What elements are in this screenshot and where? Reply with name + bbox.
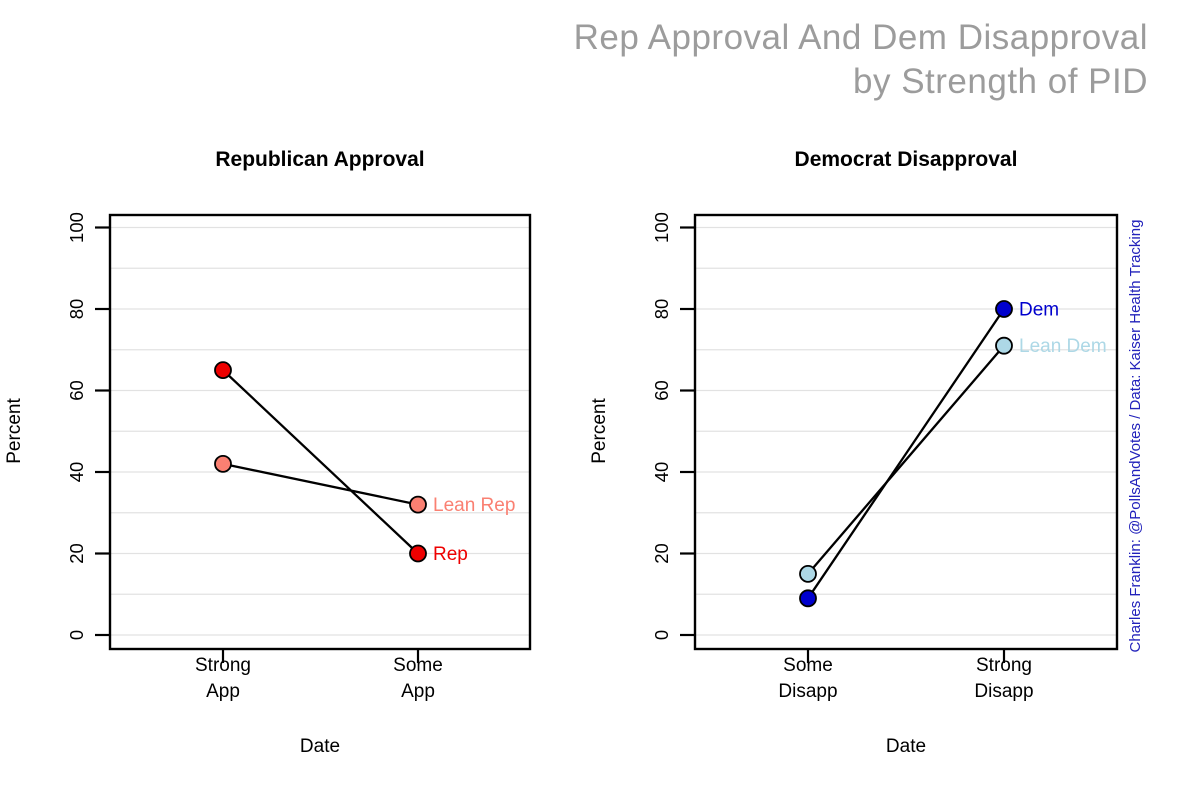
data-point-marker — [214, 454, 232, 473]
series-line — [221, 462, 420, 506]
panel1-title: Republican Approval — [215, 148, 425, 171]
data-point-marker — [995, 336, 1013, 355]
y-tick-label: 40 — [651, 462, 672, 483]
data-point-marker — [799, 564, 817, 583]
y-tick-label: 40 — [66, 462, 87, 483]
main-title-line2: by Strength of PID — [853, 62, 1148, 101]
series-end-label: Dem — [1019, 300, 1059, 321]
x-tick-label: Strong — [976, 655, 1032, 676]
x-tick-label: Disapp — [778, 681, 837, 702]
y-tick-label: 100 — [651, 212, 672, 243]
y-tick-label: 80 — [66, 299, 87, 320]
x-tick-label: App — [401, 681, 435, 702]
x-tick-label: App — [206, 681, 240, 702]
y-tick-label: 20 — [651, 543, 672, 564]
y-tick-label: 0 — [66, 630, 87, 640]
y-tick-label: 100 — [66, 212, 87, 243]
y-tick-label: 60 — [651, 380, 672, 401]
plot-box — [693, 213, 1119, 651]
main-title-line1: Rep Approval And Dem Disapproval — [573, 18, 1148, 57]
series-end-label: Lean Dem — [1019, 336, 1107, 357]
series-end-label: Lean Rep — [433, 495, 515, 516]
y-tick-label: 0 — [651, 630, 672, 640]
series-line — [806, 307, 1006, 600]
y-tick-label: 80 — [651, 299, 672, 320]
x-tick-label: Some — [393, 655, 443, 676]
panel2-x-axis-label: Date — [885, 736, 927, 757]
series-line — [806, 344, 1006, 576]
plot-box — [108, 213, 532, 651]
x-tick-label: Disapp — [974, 681, 1033, 702]
panel1-x-axis-label: Date — [299, 736, 341, 757]
x-tick-label: Strong — [195, 655, 251, 676]
x-tick-label: Some — [783, 655, 833, 676]
data-point-marker — [409, 544, 427, 563]
series-line — [221, 368, 420, 555]
y-tick-label: 20 — [66, 543, 87, 564]
y-tick-label: 60 — [66, 380, 87, 401]
data-point-marker — [409, 495, 427, 514]
data-point-marker — [214, 361, 232, 380]
data-point-marker — [995, 300, 1013, 318]
series-end-label: Rep — [433, 544, 468, 565]
panel2-title: Democrat Disapproval — [794, 148, 1018, 171]
main-title: Rep Approval And Dem Disapproval by Stre… — [388, 16, 1148, 104]
data-point-marker — [799, 589, 817, 608]
